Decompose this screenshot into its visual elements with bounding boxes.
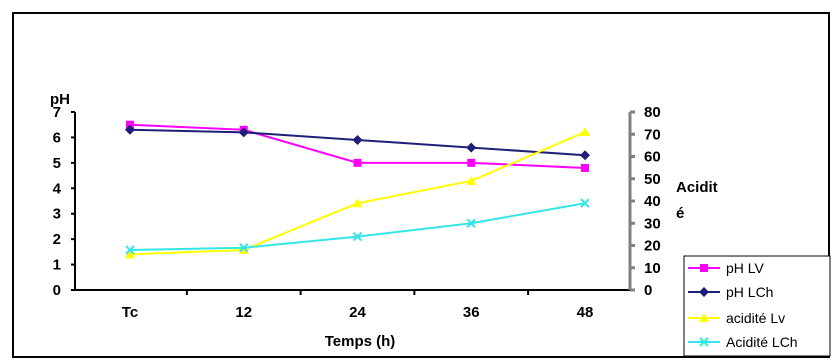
y-right-tick-label: 0 xyxy=(644,282,652,299)
y-right-tick-label: 70 xyxy=(644,126,661,143)
y-right-tick-label: 60 xyxy=(644,149,661,166)
legend-label: acidité Lv xyxy=(726,310,785,326)
x-tick-label: 12 xyxy=(235,304,252,321)
y-left-tick-label: 1 xyxy=(53,257,61,274)
data-point-s3-4-stroke xyxy=(580,198,590,208)
data-point-s3-2 xyxy=(352,231,363,242)
data-point-s0-3 xyxy=(467,158,476,167)
legend-box xyxy=(683,255,831,357)
y-left-tick-label: 5 xyxy=(53,155,61,172)
data-point-s1-4 xyxy=(580,150,590,161)
legend-label: pH LCh xyxy=(726,284,773,300)
y-left-tick-label: 6 xyxy=(53,129,61,146)
data-point-s0-4 xyxy=(581,163,589,172)
data-point-s3-3-stroke xyxy=(466,218,476,228)
data-point-s3-0 xyxy=(125,245,135,255)
y-right-tick-label: 10 xyxy=(644,260,661,277)
y-right-tick-label: 30 xyxy=(644,215,661,232)
data-point-s2-3 xyxy=(466,175,477,185)
data-point-s1-0 xyxy=(125,124,135,135)
y-right-tick-label: 50 xyxy=(644,171,661,188)
data-point-s2-2 xyxy=(352,198,363,208)
y-left-tick-label: 4 xyxy=(53,180,62,197)
data-point-s2-0 xyxy=(125,249,135,259)
x-axis-title: Temps (h) xyxy=(325,333,396,350)
data-point-s0-0 xyxy=(126,120,134,129)
data-point-s3-4 xyxy=(580,198,590,208)
x-tick-label: 36 xyxy=(463,304,480,321)
data-point-s2-4 xyxy=(580,127,590,137)
y-right-tick-label: 40 xyxy=(644,193,661,210)
y-left-axis-title: pH xyxy=(50,91,70,108)
y-right-tick-label: 80 xyxy=(644,104,661,121)
y-left-tick-label: 0 xyxy=(53,282,61,299)
data-point-s3-1 xyxy=(239,243,249,253)
y-left-tick-label: 3 xyxy=(53,206,61,223)
data-point-s3-0-stroke xyxy=(125,245,135,255)
legend-swatch-marker-stroke xyxy=(699,337,709,347)
x-tick-label: 24 xyxy=(349,304,366,321)
y-right-tick-label: 20 xyxy=(644,238,661,255)
series-line-3 xyxy=(129,202,586,251)
data-point-s3-2-stroke xyxy=(352,231,363,242)
y-left-tick-label: 2 xyxy=(53,231,61,248)
y-right-axis-title-cont: é xyxy=(676,205,684,222)
data-point-s1-1 xyxy=(238,127,249,138)
legend-swatch-marker xyxy=(699,287,709,297)
data-point-s1-3 xyxy=(466,142,477,153)
y-right-axis-title: Acidit xyxy=(676,179,718,196)
data-point-s3-3 xyxy=(466,218,476,228)
data-point-s1-2 xyxy=(352,134,363,145)
legend-label: Acidité LCh xyxy=(726,334,798,350)
legend-label: pH LV xyxy=(726,260,765,276)
legend-swatch-marker xyxy=(699,337,709,347)
data-point-s2-1 xyxy=(238,244,249,254)
y-left-tick-label: 7 xyxy=(53,104,61,121)
legend-swatch-marker xyxy=(700,264,708,272)
x-tick-label: Tc xyxy=(122,304,138,321)
legend-swatch-marker xyxy=(699,313,709,322)
x-tick-label: 48 xyxy=(577,304,594,321)
data-point-s0-2 xyxy=(353,158,362,167)
data-point-s3-1-stroke xyxy=(239,243,249,253)
